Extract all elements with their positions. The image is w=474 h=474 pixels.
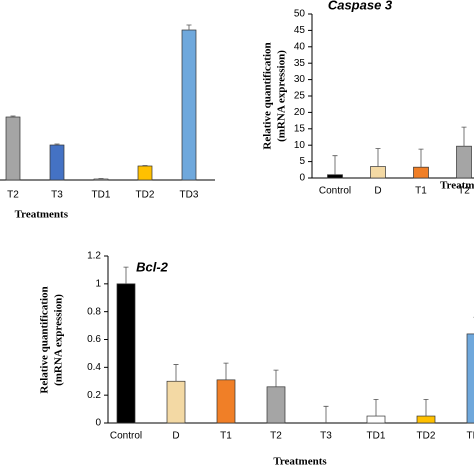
- error-bar: [10, 115, 16, 117]
- x-tick-label: TD2: [136, 190, 155, 201]
- x-tick-label: T1: [415, 186, 427, 197]
- bar: [466, 333, 474, 424]
- error-bar: [186, 24, 192, 30]
- bar: [5, 116, 21, 181]
- y-tick-label: 0.2: [87, 390, 101, 401]
- bar: [137, 165, 153, 181]
- x-tick-label: T3: [320, 431, 332, 442]
- y-tick-label: 35: [294, 58, 306, 69]
- x-axis-title: Treatments: [273, 456, 327, 468]
- y-tick-label: 20: [294, 107, 306, 118]
- x-tick-label: TD1: [92, 190, 111, 201]
- x-tick-label: T1: [220, 431, 232, 442]
- error-bar: [123, 266, 129, 284]
- panel: T2 T3 TD1 TD2 TD3 Treatments: [0, 24, 215, 221]
- y-tick-label: 30: [294, 74, 306, 85]
- y-tick-label: 15: [294, 123, 306, 134]
- bar: [116, 283, 136, 424]
- error-bar: [461, 126, 467, 147]
- error-bar: [54, 143, 60, 145]
- bar: [366, 415, 386, 424]
- bar: [327, 174, 343, 179]
- bar: [370, 166, 386, 179]
- y-axis-title: (mRNA expression): [53, 294, 65, 386]
- error-bar: [142, 165, 148, 166]
- error-bar: [373, 398, 379, 417]
- y-tick-label: 0: [299, 173, 305, 184]
- y-tick-label: 0.8: [87, 306, 101, 317]
- y-tick-label: 10: [294, 140, 306, 151]
- error-bar: [173, 364, 179, 382]
- x-tick-label: Control: [319, 186, 351, 197]
- x-tick-label: TD3: [180, 190, 199, 201]
- error-bar: [323, 405, 329, 423]
- x-tick-label: T2: [270, 431, 282, 442]
- x-tick-label: Control: [110, 431, 142, 442]
- y-axis-title: Relative quantification: [262, 42, 274, 149]
- error-bar: [423, 398, 429, 417]
- bar: [49, 144, 65, 181]
- y-tick-label: 1: [95, 278, 101, 289]
- y-tick-label: 0.6: [87, 334, 101, 345]
- error-bar: [98, 178, 104, 179]
- x-tick-label: T3: [51, 190, 63, 201]
- chart-title: Caspase 3: [328, 0, 393, 12]
- y-tick-label: 0.4: [87, 362, 101, 373]
- y-axis-title: (mRNA expression): [276, 50, 288, 142]
- y-tick-label: 1.2: [87, 251, 101, 262]
- y-tick-label: 40: [294, 41, 306, 52]
- y-tick-label: 0: [95, 418, 101, 429]
- x-tick-label: D: [374, 186, 381, 197]
- x-tick-label: T2: [458, 186, 470, 197]
- x-tick-label: T2: [7, 190, 19, 201]
- y-axis-title: Relative quantification: [39, 286, 51, 393]
- bar: [93, 178, 109, 181]
- error-bar: [273, 369, 279, 387]
- error-bar: [418, 148, 424, 168]
- bar: [416, 415, 436, 424]
- x-tick-label: TD1: [367, 431, 386, 442]
- error-bar: [332, 155, 338, 175]
- bar: [456, 145, 472, 179]
- error-bar: [223, 362, 229, 380]
- x-tick-label: TD3: [467, 431, 474, 442]
- bar: [216, 379, 236, 424]
- bar: [166, 380, 186, 424]
- x-axis-title: Treatments: [440, 180, 474, 192]
- chart-title: Bcl-2: [136, 259, 169, 274]
- panel: Caspase 3 0 5 10 15 20 25 30 35 40 45 50 Control D T1 T…: [262, 0, 474, 197]
- y-tick-label: 45: [294, 25, 306, 36]
- panel: Bcl-2 0 0.2 0.4 0.6 0.8 1 1.2 Control D T1 T2 T3 TD1 T…: [39, 251, 474, 468]
- y-tick-label: 25: [294, 91, 306, 102]
- y-tick-label: 50: [294, 9, 306, 20]
- bar: [413, 166, 429, 179]
- y-tick-label: 5: [299, 156, 305, 167]
- x-tick-label: D: [172, 431, 179, 442]
- error-bar: [375, 148, 381, 167]
- x-axis-title: Treatments: [15, 209, 69, 221]
- bar: [266, 386, 286, 424]
- bar: [181, 29, 197, 181]
- x-tick-label: TD2: [417, 431, 436, 442]
